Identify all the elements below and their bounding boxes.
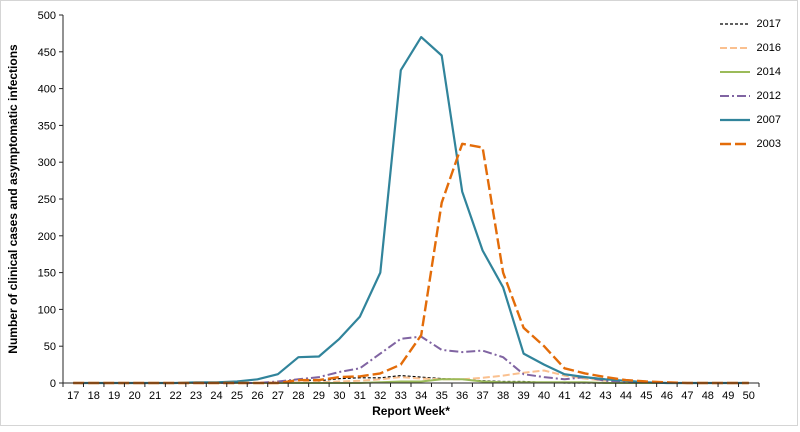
x-tick-label: 43 [599, 390, 611, 402]
x-tick-label: 32 [374, 390, 386, 402]
x-tick-label: 46 [661, 390, 673, 402]
y-tick-label: 100 [38, 304, 56, 316]
x-tick-label: 23 [190, 390, 202, 402]
x-tick-label: 48 [702, 390, 714, 402]
x-tick-label: 33 [395, 390, 407, 402]
axes: 0 50 100 150 200 250 300 350 400 450 500 17 18 19 20 21… [38, 10, 760, 402]
x-axis-title: Report Week* [372, 404, 450, 418]
x-tick-label: 30 [333, 390, 345, 402]
x-tick-label: 18 [88, 390, 100, 402]
x-tick-label: 27 [272, 390, 284, 402]
legend-line-sample [719, 95, 750, 97]
legend-line-sample [719, 142, 750, 146]
x-tick-label: 37 [477, 390, 489, 402]
x-tick-label: 19 [108, 390, 120, 402]
x-tick-label: 47 [681, 390, 693, 402]
x-tick-label: 49 [722, 390, 734, 402]
y-tick-label: 300 [38, 157, 56, 169]
x-tick-label: 20 [129, 390, 141, 402]
legend-item-2012: 2012 [719, 89, 781, 103]
legend-label: 2003 [756, 138, 781, 150]
x-tick-label: 40 [538, 390, 550, 402]
x-tick-label: 26 [251, 390, 263, 402]
legend: 2017 2016 2014 2012 2007 2003 [719, 17, 781, 151]
legend-line-sample [719, 118, 750, 122]
legend-label: 2007 [756, 114, 781, 126]
y-axis-title: Number of clinical cases and asymptomati… [6, 44, 20, 354]
x-tick-label: 28 [292, 390, 304, 402]
y-tick-label: 0 [50, 378, 56, 390]
legend-item-2007: 2007 [719, 113, 781, 127]
x-tick-label: 45 [640, 390, 652, 402]
x-tick-label: 35 [436, 390, 448, 402]
legend-item-2014: 2014 [719, 65, 781, 79]
x-tick-label: 42 [579, 390, 591, 402]
x-tick-label: 31 [354, 390, 366, 402]
legend-line-sample [719, 47, 750, 49]
legend-label: 2016 [756, 42, 781, 54]
x-tick-label: 39 [517, 390, 529, 402]
y-tick-label: 450 [38, 47, 56, 59]
x-tick-label: 29 [313, 390, 325, 402]
x-tick-label: 25 [231, 390, 243, 402]
y-tick-label: 500 [38, 10, 56, 22]
legend-label: 2014 [756, 66, 781, 78]
x-tick-label: 34 [415, 390, 427, 402]
legend-label: 2012 [756, 90, 781, 102]
legend-line-sample [719, 71, 750, 73]
x-tick-label: 38 [497, 390, 509, 402]
x-tick-label: 24 [210, 390, 222, 402]
y-tick-label: 350 [38, 120, 56, 132]
y-tick-label: 50 [44, 341, 56, 353]
y-tick-label: 250 [38, 194, 56, 206]
series-line-2007 [73, 35, 749, 385]
x-tick-label: 22 [169, 390, 181, 402]
legend-item-2003: 2003 [719, 137, 781, 151]
series-line-2003 [73, 142, 749, 385]
series-line-2012 [73, 335, 749, 384]
legend-item-2017: 2017 [719, 17, 781, 31]
x-tick-label: 36 [456, 390, 468, 402]
x-tick-label: 50 [743, 390, 755, 402]
legend-item-2016: 2016 [719, 41, 781, 55]
legend-line-sample [719, 23, 750, 25]
y-tick-label: 200 [38, 231, 56, 243]
x-tick-label: 44 [620, 390, 632, 402]
series-lines [73, 35, 749, 385]
x-tick-label: 21 [149, 390, 161, 402]
y-tick-label: 400 [38, 84, 56, 96]
x-tick-label: 17 [67, 390, 79, 402]
y-tick-label: 150 [38, 268, 56, 280]
legend-label: 2017 [756, 18, 781, 30]
x-tick-label: 41 [558, 390, 570, 402]
